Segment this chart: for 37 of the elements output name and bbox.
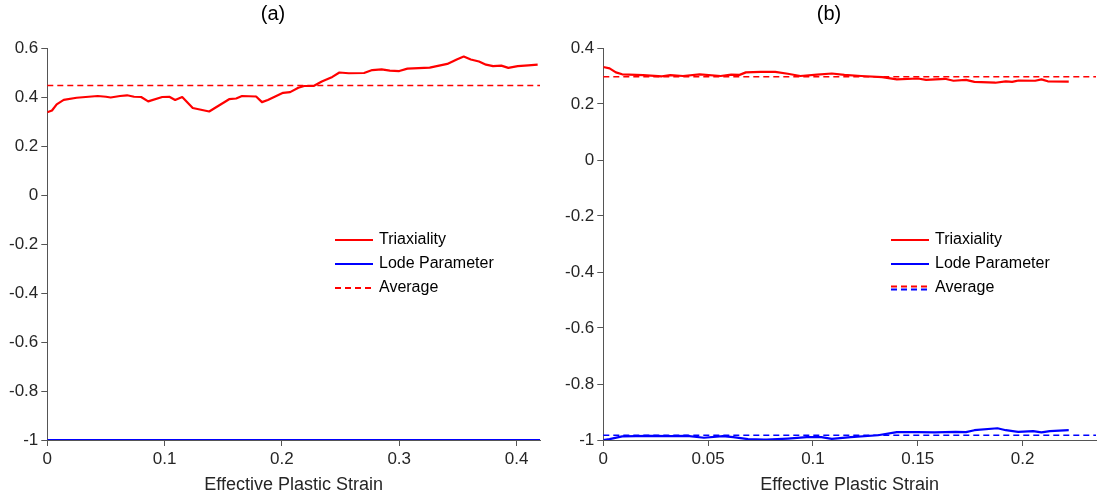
- legend-label: Lode Parameter: [935, 254, 1051, 272]
- legend-label: Average: [935, 278, 995, 296]
- y-tick-label: -0.4: [9, 282, 39, 302]
- chart-title: (a): [260, 1, 286, 24]
- x-tick-label: 0: [598, 448, 609, 468]
- legend-label: Triaxiality: [935, 230, 1002, 248]
- y-tick-label: -0.8: [9, 380, 39, 400]
- x-tick-label: 0.15: [901, 448, 935, 468]
- y-tick-label: -0.8: [565, 373, 595, 393]
- y-tick-label: -0.2: [565, 205, 595, 225]
- y-tick-label: -1: [23, 429, 39, 449]
- y-tick-label: 0.2: [14, 135, 39, 155]
- y-tick-label: -0.4: [565, 261, 595, 281]
- x-tick-label: 0.4: [504, 448, 529, 468]
- x-tick-label: 0.2: [270, 448, 294, 468]
- y-tick-label: 0.4: [14, 86, 39, 106]
- x-tick-label: 0.2: [1010, 448, 1035, 468]
- x-tick-label: 0.05: [691, 448, 725, 468]
- x-tick-label: 0.1: [152, 448, 177, 468]
- legend-label: Lode Parameter: [379, 254, 495, 272]
- y-tick-label: -0.6: [565, 317, 595, 337]
- x-tick-label: 0.3: [387, 448, 412, 468]
- y-tick-label: 0.6: [14, 37, 39, 57]
- x-tick-label: 0.1: [801, 448, 825, 468]
- chart-title: (b): [816, 1, 842, 24]
- y-tick-label: -1: [579, 429, 595, 449]
- x-tick-label: 0: [42, 448, 53, 468]
- legend-label: Average: [379, 278, 439, 296]
- y-tick-label: -0.6: [9, 331, 39, 351]
- y-tick-label: 0.4: [570, 37, 595, 57]
- x-axis-title: Effective Plastic Strain: [760, 474, 940, 495]
- y-tick-label: 0.2: [570, 93, 595, 113]
- y-tick-label: 0: [584, 149, 595, 169]
- y-tick-label: -0.2: [9, 233, 39, 253]
- legend-label: Triaxiality: [379, 230, 446, 248]
- x-axis-title: Effective Plastic Strain: [204, 474, 384, 495]
- y-tick-label: 0: [28, 184, 39, 204]
